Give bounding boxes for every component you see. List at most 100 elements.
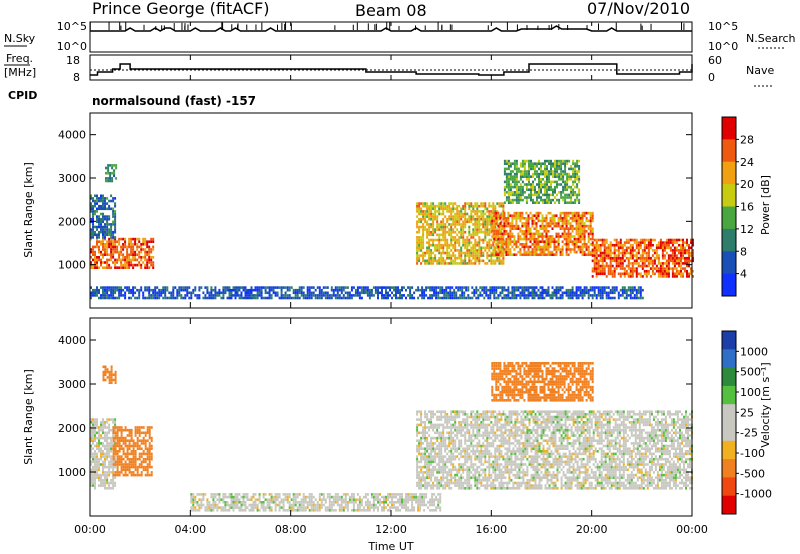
power-cell [499, 245, 502, 249]
velocity-cell [94, 476, 96, 479]
power-cell [645, 259, 648, 263]
velocity-cell [140, 447, 143, 450]
power-cell [138, 240, 141, 243]
power-cell [589, 211, 592, 215]
power-cell [478, 220, 481, 224]
power-cell [665, 267, 668, 270]
power-cell [488, 204, 491, 208]
power-cell [621, 259, 624, 263]
power-cell [364, 288, 367, 292]
power-cell [460, 207, 463, 211]
velocity-cell [332, 509, 335, 512]
velocity-cell [100, 463, 102, 466]
power-cell [570, 188, 573, 191]
velocity-cell [96, 421, 98, 424]
power-cell [603, 269, 606, 273]
power-cell [142, 291, 145, 295]
power-cell [296, 288, 299, 292]
power-cell [476, 202, 479, 205]
power-cell [513, 185, 516, 189]
velocity-cell [102, 452, 104, 456]
power-cell [523, 235, 526, 238]
power-cell [521, 294, 524, 297]
power-cell [482, 212, 485, 216]
velocity-cell [288, 509, 291, 512]
velocity-cell [146, 452, 149, 456]
power-cell [424, 220, 427, 224]
velocity-cell [112, 434, 115, 437]
power-cell [517, 294, 520, 297]
power-cell [651, 264, 654, 268]
velocity-cell [320, 506, 323, 509]
power-cell [553, 245, 556, 249]
power-cell [577, 288, 580, 292]
power-cell [393, 288, 395, 292]
power-cell [511, 219, 514, 223]
power-cell [228, 291, 231, 295]
power-cell [533, 248, 536, 251]
power-cell [684, 262, 686, 265]
power-cell [429, 288, 432, 292]
power-cell [565, 232, 568, 236]
power-cell [690, 269, 692, 273]
power-cell [669, 238, 672, 242]
power-cell [521, 243, 524, 246]
power-cell [686, 262, 688, 265]
power-cell [599, 251, 602, 255]
power-cell [120, 263, 123, 267]
power-cell [537, 214, 540, 217]
velocity-cell [254, 493, 257, 496]
power-cell [128, 291, 131, 295]
velocity-cell [150, 447, 153, 450]
power-cell [136, 237, 139, 241]
power-cell [625, 246, 628, 250]
power-cell [537, 243, 540, 246]
velocity-cell [96, 423, 98, 427]
power-cell [458, 251, 461, 255]
power-cell [416, 243, 419, 247]
power-cell [486, 251, 489, 255]
power-cell [130, 263, 133, 267]
power-cell [228, 296, 231, 300]
power-cell [517, 237, 520, 241]
power-cell [109, 164, 112, 167]
power-cell [511, 170, 514, 173]
power-cell [601, 259, 604, 263]
velocity-cell [274, 493, 277, 496]
power-cell [629, 243, 632, 247]
power-cell [629, 267, 632, 270]
velocity-cell [134, 426, 137, 429]
power-cell [627, 267, 630, 270]
velocity-cell [98, 484, 100, 487]
power-cell [391, 291, 393, 295]
velocity-cell [100, 436, 102, 440]
velocity-cell [116, 444, 119, 448]
power-cell [90, 248, 92, 251]
power-cell [432, 217, 435, 221]
velocity-cell [350, 498, 353, 501]
power-cell [609, 267, 612, 270]
power-cell [385, 296, 387, 300]
power-cell [108, 217, 111, 221]
power-cell [436, 223, 439, 226]
power-cell [566, 196, 569, 199]
power-cell [420, 212, 423, 216]
power-cell [509, 162, 512, 165]
power-cell [541, 296, 544, 300]
power-cell [641, 249, 644, 252]
power-cell [148, 256, 151, 259]
velocity-cell [146, 428, 149, 432]
velocity-cell [96, 436, 98, 440]
velocity-cell [324, 501, 327, 504]
power-cell [210, 291, 213, 295]
velocity-cell [98, 465, 100, 469]
power-cell [438, 233, 441, 237]
velocity-cell [106, 368, 109, 371]
power-cell [108, 228, 111, 231]
power-cell [595, 249, 598, 252]
power-cell [639, 246, 642, 250]
power-cell [128, 266, 131, 269]
velocity-cell [144, 468, 147, 472]
power-cell [561, 253, 564, 256]
power-cell [104, 248, 106, 251]
